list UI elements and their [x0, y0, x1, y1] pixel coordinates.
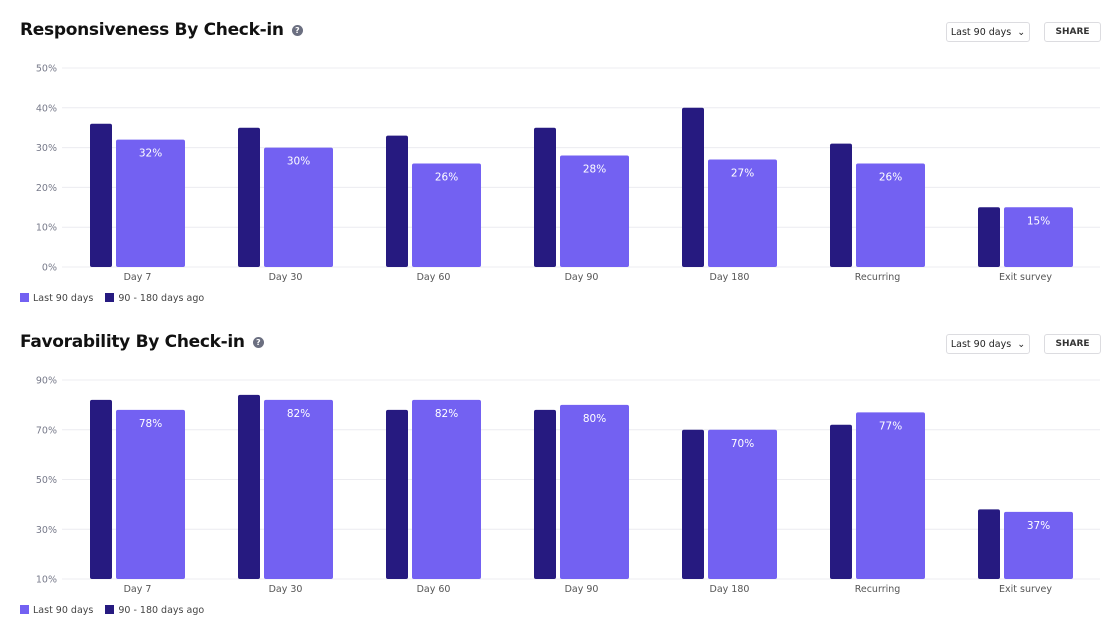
help-icon[interactable]: ?	[291, 24, 303, 36]
data-label: 37%	[1027, 520, 1050, 532]
x-tick-label: Day 90	[565, 272, 599, 283]
y-tick-label: 20%	[36, 183, 57, 194]
bar-current	[856, 163, 925, 267]
legend-item-previous[interactable]: 90 - 180 days ago	[105, 605, 204, 616]
data-label: 27%	[731, 168, 754, 180]
data-label: 82%	[287, 408, 310, 420]
y-tick-label: 50%	[36, 475, 57, 486]
favorability-chart: 10% 30% 50% 70% 90% 78% Day 7 82% Day 30 82% Day 6…	[36, 376, 1100, 595]
chart-title: Responsiveness By Check-in?	[20, 20, 303, 40]
bar-previous	[534, 127, 556, 267]
data-label: 26%	[435, 172, 458, 184]
legend-item-previous[interactable]: 90 - 180 days ago	[105, 293, 204, 304]
share-button[interactable]: SHARE	[1044, 334, 1101, 354]
data-label: 26%	[879, 172, 902, 184]
data-label: 30%	[287, 156, 310, 168]
bar-previous	[978, 207, 1000, 267]
y-tick-label: 10%	[36, 575, 57, 586]
bar-current	[412, 399, 481, 579]
y-tick-label: 10%	[36, 223, 57, 234]
x-tick-label: Exit survey	[999, 584, 1052, 595]
share-button[interactable]: SHARE	[1044, 22, 1101, 42]
chevron-down-icon: ⌄	[1017, 26, 1026, 38]
bar-previous	[830, 143, 852, 267]
bar-previous	[238, 394, 260, 579]
bar-current	[560, 404, 629, 579]
bar-current	[560, 155, 629, 267]
data-label: 70%	[731, 438, 754, 450]
responsiveness-section: Responsiveness By Check-in? Last 90 days…	[20, 20, 1101, 304]
data-label: 28%	[583, 164, 606, 176]
legend: Last 90 days 90 - 180 days ago	[20, 293, 204, 304]
x-tick-label: Day 60	[417, 584, 451, 595]
y-tick-label: 40%	[36, 103, 57, 114]
help-icon[interactable]: ?	[252, 336, 264, 348]
x-tick-label: Day 30	[269, 584, 303, 595]
bar-current	[116, 139, 185, 267]
bar-previous	[90, 123, 112, 267]
chart-title: Favorability By Check-in?	[20, 332, 264, 352]
date-range-dropdown[interactable]: Last 90 days ⌄	[946, 334, 1030, 354]
x-tick-label: Day 30	[269, 272, 303, 283]
bar-previous	[238, 127, 260, 267]
legend-item-current[interactable]: Last 90 days	[20, 605, 93, 616]
data-label: 15%	[1027, 215, 1050, 227]
legend: Last 90 days 90 - 180 days ago	[20, 605, 204, 616]
y-tick-label: 0%	[42, 263, 57, 274]
y-tick-label: 70%	[36, 425, 57, 436]
bar-previous	[978, 509, 1000, 579]
favorability-section: Favorability By Check-in? Last 90 days ⌄ …	[0, 312, 1120, 628]
x-tick-label: Recurring	[855, 584, 901, 595]
bar-previous	[830, 424, 852, 579]
data-label: 32%	[139, 148, 162, 160]
chevron-down-icon: ⌄	[1017, 338, 1026, 350]
x-tick-label: Day 60	[417, 272, 451, 283]
bar-previous	[386, 409, 408, 579]
x-tick-label: Day 180	[710, 272, 750, 283]
y-tick-label: 50%	[36, 64, 57, 75]
x-tick-label: Day 90	[565, 584, 599, 595]
bar-previous	[534, 409, 556, 579]
x-tick-label: Recurring	[855, 272, 901, 283]
bar-current	[116, 409, 185, 579]
y-tick-label: 30%	[36, 525, 57, 536]
data-label: 80%	[583, 413, 606, 425]
bar-current	[708, 429, 777, 579]
data-label: 82%	[435, 408, 458, 420]
x-tick-label: Exit survey	[999, 272, 1052, 283]
x-tick-label: Day 7	[124, 272, 152, 283]
bar-previous	[90, 399, 112, 579]
bar-current	[856, 412, 925, 579]
bar-current	[1004, 207, 1073, 267]
data-label: 78%	[139, 418, 162, 430]
legend-item-current[interactable]: Last 90 days	[20, 293, 93, 304]
x-tick-label: Day 180	[710, 584, 750, 595]
y-tick-label: 30%	[36, 143, 57, 154]
bar-current	[264, 399, 333, 579]
date-range-dropdown[interactable]: Last 90 days ⌄	[946, 22, 1030, 42]
x-tick-label: Day 7	[124, 584, 152, 595]
data-label: 77%	[879, 420, 902, 432]
responsiveness-chart: 0% 10% 20% 30% 40% 50% 32% Day 7 30% Day 30 26% Day…	[36, 64, 1100, 283]
y-tick-label: 90%	[36, 376, 57, 387]
bar-previous	[386, 135, 408, 267]
bar-current	[264, 147, 333, 267]
bar-previous	[682, 429, 704, 579]
bar-current	[708, 159, 777, 267]
bar-previous	[682, 107, 704, 267]
bar-current	[1004, 511, 1073, 579]
bar-current	[412, 163, 481, 267]
